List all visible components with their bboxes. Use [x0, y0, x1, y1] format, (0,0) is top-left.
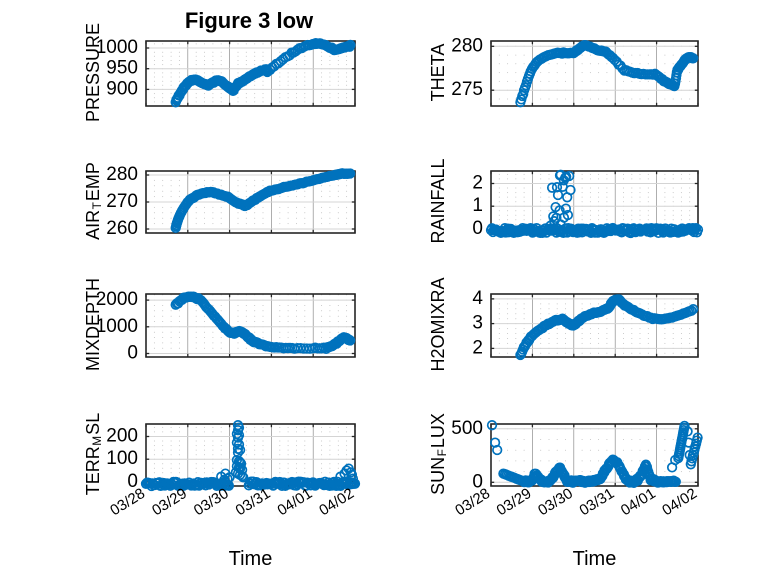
svg-text:Time: Time [573, 548, 617, 570]
svg-text:AIRTEMP: AIRTEMP [83, 162, 105, 240]
svg-text:280: 280 [451, 35, 483, 56]
svg-text:950: 950 [106, 58, 138, 79]
svg-text:3: 3 [472, 313, 483, 334]
svg-text:TERRMSL: TERRMSL [83, 413, 105, 495]
svg-text:275: 275 [451, 79, 483, 100]
svg-text:200: 200 [106, 426, 138, 447]
svg-text:MIXDEPTH: MIXDEPTH [83, 278, 103, 371]
svg-text:THETA: THETA [428, 44, 448, 102]
svg-text:Time: Time [229, 548, 273, 570]
svg-text:0: 0 [127, 343, 138, 364]
svg-text:100: 100 [106, 448, 138, 469]
svg-text:260: 260 [106, 218, 138, 239]
svg-text:2: 2 [472, 173, 483, 194]
svg-text:RAINFALL: RAINFALL [428, 158, 448, 243]
svg-text:Figure 3 low: Figure 3 low [185, 8, 314, 33]
svg-text:2: 2 [472, 337, 483, 358]
svg-text:280: 280 [106, 164, 138, 185]
svg-text:1: 1 [472, 195, 483, 216]
svg-text:4: 4 [472, 288, 483, 309]
svg-text:900: 900 [106, 78, 138, 99]
svg-text:500: 500 [451, 418, 483, 439]
svg-text:0: 0 [472, 218, 483, 239]
svg-text:H2OMIXRA: H2OMIXRA [428, 277, 448, 371]
svg-text:270: 270 [106, 191, 138, 212]
svg-text:PRESSURE: PRESSURE [83, 23, 103, 122]
